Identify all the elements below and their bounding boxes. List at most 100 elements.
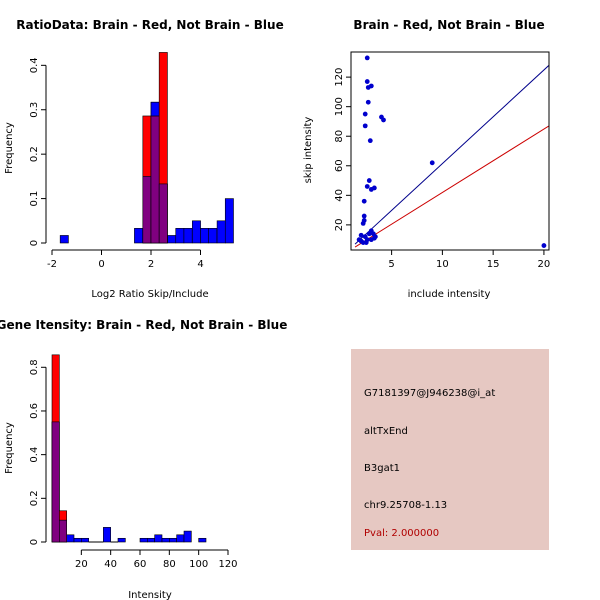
info-location: chr9.25708-1.13	[364, 500, 447, 511]
scatter-y-tick-label: 120	[334, 68, 345, 87]
ratio-blue-bar	[59, 235, 69, 244]
scatter-point	[381, 117, 386, 123]
info-gene-name: B3gat1	[364, 463, 400, 474]
scatter-point	[429, 160, 435, 166]
scatter-red-fit-line	[354, 125, 549, 248]
scatter-point	[361, 213, 367, 219]
scatter-y-tick-label: 20	[334, 219, 345, 232]
scatter-point	[364, 55, 370, 61]
intensity-y-tick-label: 0.2	[29, 490, 40, 506]
ratio-y-tick-label: 0.3	[29, 102, 40, 118]
scatter-point	[371, 235, 377, 241]
scatter-x-tick-label: 5	[388, 259, 394, 270]
ratio-histogram-ylabel: Frequency	[4, 122, 15, 174]
info-box-background	[351, 349, 549, 550]
ratio-blue-bar	[167, 235, 177, 244]
scatter-y-tick-label: 60	[334, 159, 345, 172]
ratio-blue-bar	[224, 198, 234, 244]
intensity-blue-bar	[198, 537, 207, 543]
intensity-blue-bar	[147, 537, 155, 543]
intensity-y-tick-label: 0.8	[29, 359, 40, 375]
scatter-y-tick-label: 100	[334, 97, 345, 116]
scatter-plot-frame	[350, 51, 550, 251]
ratio-blue-bar	[216, 220, 226, 244]
intensity-histogram-panel: Gene Itensity: Brain - Red, Not Brain - …	[0, 318, 287, 600]
ratio-overlap-bar	[142, 176, 152, 244]
intensity-blue-bar	[176, 534, 185, 543]
ratio-blue-bar	[200, 228, 210, 244]
intensity-blue-bar	[66, 534, 75, 543]
intensity-y-tick-label: 0.4	[29, 447, 40, 463]
intensity-x-tick-label: 120	[218, 559, 237, 570]
intensity-overlap-bar	[51, 421, 60, 543]
ratio-y-tick-label: 0.4	[29, 57, 40, 73]
ratio-blue-bar	[192, 220, 201, 244]
scatter-point	[366, 178, 372, 183]
ratio-x-tick-label: 4	[197, 259, 203, 270]
intensity-histogram-title: Gene Itensity: Brain - Red, Not Brain - …	[0, 318, 287, 332]
scatter-panel: Brain - Red, Not Brain - Blue 5 10 15 20 20 4…	[303, 18, 550, 300]
ratio-y-tick-label: 0.2	[29, 146, 40, 162]
scatter-point	[360, 221, 366, 226]
scatter-blue-fit-line	[354, 64, 549, 245]
intensity-blue-bar	[103, 527, 111, 543]
ratio-blue-bar	[134, 228, 143, 244]
intensity-histogram-xlabel: Intensity	[128, 590, 172, 600]
ratio-blue-bar-top	[150, 101, 160, 117]
intensity-y-tick-label: 0	[29, 539, 40, 545]
scatter-y-tick-label: 40	[334, 189, 345, 202]
scatter-point	[362, 123, 368, 129]
scatter-point	[371, 185, 377, 191]
scatter-point	[365, 99, 371, 105]
scatter-point	[367, 138, 373, 144]
scatter-x-tick-label: 20	[538, 259, 551, 270]
ratio-y-tick-label: 0	[29, 240, 40, 246]
intensity-overlap-bar	[59, 519, 67, 543]
scatter-point	[364, 79, 370, 84]
intensity-blue-bar	[73, 537, 82, 543]
scatter-y-tick-label: 80	[334, 130, 345, 143]
intensity-histogram-plot: 20 40 60 80 100 120 0 0.2 0.4 0.6 0.8	[29, 354, 238, 570]
scatter-x-tick-label: 10	[436, 259, 449, 270]
scatter-plot: 5 10 15 20 20 40 60 80 100 120	[334, 51, 551, 270]
intensity-blue-bar	[154, 534, 163, 543]
scatter-point	[368, 83, 374, 89]
ratio-histogram-title: RatioData: Brain - Red, Not Brain - Blue	[16, 18, 283, 32]
intensity-y-tick-label: 0.6	[29, 403, 40, 419]
scatter-ylabel: skip intensity	[303, 117, 314, 184]
ratio-histogram-panel: RatioData: Brain - Red, Not Brain - Blue…	[4, 18, 284, 300]
intensity-blue-bar	[81, 537, 89, 543]
scatter-title: Brain - Red, Not Brain - Blue	[353, 18, 544, 32]
info-pval: Pval: 2.000000	[364, 528, 439, 539]
scatter-point	[358, 232, 364, 238]
ratio-y-tick-label: 0.1	[29, 191, 40, 207]
ratio-overlap-bar	[158, 183, 168, 244]
scatter-point	[364, 184, 370, 189]
intensity-blue-bar	[169, 537, 177, 543]
intensity-x-tick-label: 20	[75, 559, 88, 570]
info-panel: G7181397@J946238@i_at altTxEnd B3gat1 ch…	[351, 349, 549, 550]
intensity-x-tick-label: 60	[134, 559, 147, 570]
ratio-blue-bar	[208, 228, 218, 244]
ratio-x-tick-label: 0	[98, 259, 104, 270]
scatter-point	[362, 111, 368, 117]
ratio-histogram-plot: -2 0 2 4 0 0.1 0.2 0.3 0.4	[29, 52, 234, 270]
ratio-x-tick-label: 2	[148, 259, 154, 270]
intensity-x-tick-label: 40	[104, 559, 117, 570]
intensity-blue-bar	[117, 537, 126, 543]
ratio-blue-bar	[175, 228, 185, 244]
ratio-overlap-bar	[150, 115, 160, 244]
intensity-blue-bar	[139, 537, 148, 543]
intensity-blue-bar	[161, 537, 170, 543]
info-event-type: altTxEnd	[364, 426, 408, 437]
ratio-x-tick-label: -2	[47, 259, 57, 270]
scatter-point	[541, 243, 547, 248]
scatter-point	[363, 240, 369, 246]
intensity-blue-bar	[183, 530, 192, 543]
intensity-x-tick-label: 80	[163, 559, 176, 570]
intensity-x-tick-label: 100	[189, 559, 208, 570]
scatter-xlabel: include intensity	[408, 289, 491, 300]
intensity-histogram-ylabel: Frequency	[4, 422, 15, 474]
scatter-point	[356, 237, 362, 243]
